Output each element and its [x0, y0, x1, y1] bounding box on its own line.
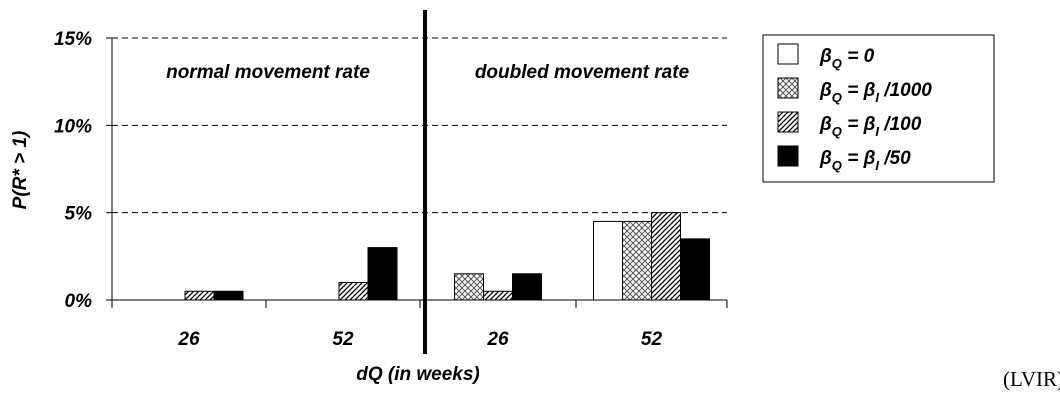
bar — [338, 282, 369, 301]
legend-swatch — [777, 77, 799, 99]
legend-swatch — [777, 43, 799, 65]
legend-entry: βQ = βI /1000 — [819, 80, 932, 105]
bar — [483, 290, 513, 301]
x-tick-label: 26 — [486, 329, 509, 350]
axes — [106, 10, 728, 354]
labels: 0% 5% 10% 15% 26 52 26 52 normal movement rate do… — [10, 29, 690, 385]
legend-entry: βQ = βI /100 — [819, 114, 922, 139]
bars — [184, 212, 710, 301]
legend: βQ = 0 βQ = βI /1000 βQ = βI /100 βQ = βI /… — [762, 34, 995, 183]
bar — [454, 273, 484, 301]
legend-entry: βQ = βI /50 — [819, 148, 911, 173]
y-axis-title: P(R* > 1) — [10, 131, 31, 210]
x-tick-label: 52 — [332, 329, 354, 350]
legend-swatch — [777, 145, 799, 167]
corner-label: (LVIR) — [1003, 367, 1060, 391]
legend-entry: βQ = 0 — [819, 46, 875, 71]
y-tick-label: 10% — [54, 116, 92, 137]
bar — [512, 273, 542, 301]
x-tick-label: 52 — [641, 329, 663, 350]
x-tick-label: 26 — [177, 329, 200, 350]
panel-label: doubled movement rate — [475, 62, 690, 83]
y-tick-label: 0% — [65, 291, 93, 312]
bar — [651, 212, 681, 301]
y-tick-label: 15% — [54, 29, 92, 50]
bar — [184, 290, 215, 301]
bar — [213, 290, 244, 301]
bar — [367, 247, 398, 301]
bar — [622, 220, 652, 301]
y-tick-label: 5% — [65, 204, 93, 225]
panel-label: normal movement rate — [166, 62, 370, 83]
legend-box — [762, 34, 995, 183]
bar — [593, 220, 623, 301]
legend-swatch — [777, 111, 799, 133]
x-axis-title: dQ (in weeks) — [356, 364, 480, 385]
bar — [680, 238, 710, 301]
gridlines — [112, 37, 727, 214]
